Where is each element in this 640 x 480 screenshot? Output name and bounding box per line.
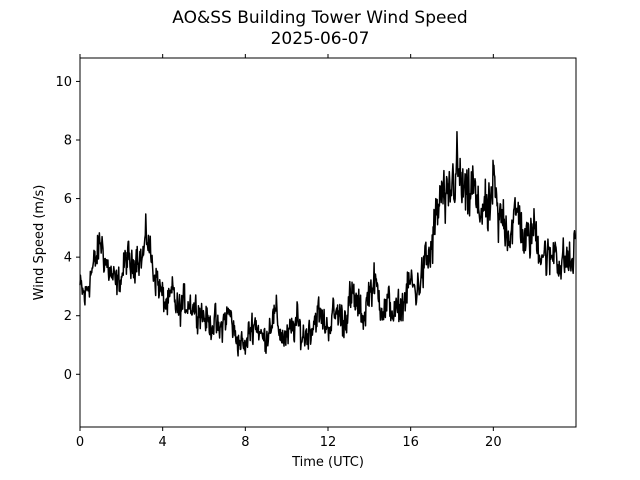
y-tick-label: 10 bbox=[55, 75, 72, 90]
x-tick-label: 4 bbox=[159, 435, 167, 450]
y-axis: 0 2 4 6 8 10 bbox=[55, 75, 80, 383]
chart-title: AO&SS Building Tower Wind Speed bbox=[172, 8, 468, 28]
x-tick-label: 20 bbox=[485, 435, 502, 450]
y-tick-label: 2 bbox=[64, 309, 72, 324]
x-axis: 0 4 8 12 16 20 bbox=[76, 54, 502, 450]
x-axis-label: Time (UTC) bbox=[291, 455, 364, 470]
series-layer bbox=[79, 130, 576, 357]
x-tick-label: 0 bbox=[76, 435, 84, 450]
y-tick-label: 6 bbox=[64, 192, 72, 207]
x-tick-label: 12 bbox=[320, 435, 337, 450]
y-tick-label: 4 bbox=[64, 251, 72, 266]
y-tick-label: 0 bbox=[64, 368, 72, 383]
y-axis-label: Wind Speed (m/s) bbox=[32, 185, 47, 301]
wind-speed-line bbox=[79, 130, 576, 357]
y-tick-label: 8 bbox=[64, 134, 72, 149]
x-tick-label: 8 bbox=[241, 435, 249, 450]
plot-area-frame bbox=[79, 57, 577, 428]
x-tick-label: 16 bbox=[402, 435, 419, 450]
chart-subtitle: 2025-06-07 bbox=[270, 29, 370, 49]
